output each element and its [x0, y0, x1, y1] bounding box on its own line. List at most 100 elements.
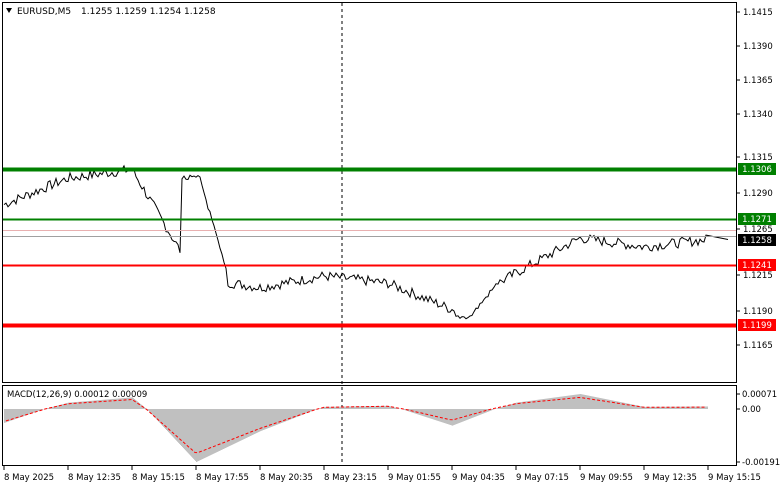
macd-bar	[286, 409, 287, 421]
time-tick-label: 9 May 12:35	[644, 473, 697, 483]
macd-bar	[329, 407, 330, 409]
macd-bar	[615, 401, 616, 409]
macd-bar	[464, 409, 465, 421]
macd-bar	[335, 407, 336, 409]
macd-bar	[608, 400, 609, 409]
macd-bar	[475, 409, 476, 417]
macd-bar	[430, 409, 431, 418]
macd-bar	[152, 409, 153, 415]
macd-bar	[516, 403, 517, 409]
macd-bar	[574, 395, 575, 409]
macd-bar	[132, 397, 133, 409]
macd-bar	[235, 409, 236, 443]
macd-bar	[584, 395, 585, 409]
macd-bar	[568, 396, 569, 409]
macd-bar	[277, 409, 278, 425]
macd-bar	[87, 401, 88, 409]
macd-bar	[565, 396, 566, 409]
macd-tick-bottom: -0.00191	[742, 458, 780, 468]
macd-tick-top: 0.00071	[742, 390, 777, 400]
macd-bar	[545, 399, 546, 409]
macd-bar	[432, 409, 433, 419]
macd-bar	[244, 409, 245, 439]
macd-bar	[606, 399, 607, 409]
macd-bar	[675, 407, 676, 409]
macd-bar	[221, 409, 222, 450]
macd-bar	[434, 409, 435, 420]
macd-bar	[555, 397, 556, 409]
macd-bar	[563, 396, 564, 409]
macd-bar	[499, 408, 500, 409]
macd-bar	[593, 397, 594, 409]
macd-bar	[453, 409, 454, 425]
macd-bar	[355, 406, 356, 409]
macd-bar	[33, 409, 34, 413]
macd-bar	[249, 409, 250, 436]
macd-bar	[207, 409, 208, 457]
macd-bar	[200, 409, 201, 460]
macd-bar	[551, 398, 552, 409]
macd-bar	[581, 394, 582, 409]
macd-bar	[225, 409, 226, 448]
macd-bar	[502, 407, 503, 409]
macd-bar	[482, 409, 483, 414]
macd-bar	[239, 409, 240, 441]
macd-bar	[476, 409, 477, 416]
macd-bar	[458, 409, 459, 423]
macd-bar	[156, 409, 157, 419]
macd-bar	[594, 397, 595, 409]
macd-bar	[212, 409, 213, 454]
macd-bar	[174, 409, 175, 439]
macd-bar	[334, 407, 335, 409]
macd-bar	[48, 408, 49, 409]
macd-bar	[442, 409, 443, 422]
price-tick-label: 1.1315	[743, 153, 773, 163]
macd-bar	[626, 403, 627, 409]
macd-bar	[102, 400, 103, 409]
macd-bar	[567, 396, 568, 409]
macd-bar	[340, 407, 341, 409]
macd-bar	[511, 404, 512, 409]
macd-bar	[447, 409, 448, 424]
price-tick-label: 1.1415	[743, 8, 773, 18]
macd-bar	[167, 409, 168, 431]
macd-bar	[477, 409, 478, 416]
macd-bar	[306, 409, 307, 413]
macd-bar	[575, 395, 576, 409]
macd-bar	[178, 409, 179, 443]
macd-bar	[625, 403, 626, 409]
macd-bar	[456, 409, 457, 424]
macd-bar	[550, 398, 551, 409]
current-price-label: 1.1258	[742, 236, 772, 246]
macd-bar	[305, 409, 306, 414]
macd-bar	[117, 399, 118, 409]
level-label-1241: 1.1241	[742, 261, 772, 271]
macd-bar	[258, 409, 259, 432]
macd-bar	[141, 405, 142, 409]
time-tick-label: 8 May 20:35	[260, 473, 313, 483]
macd-bar	[418, 409, 419, 415]
macd-bar	[92, 401, 93, 409]
macd-bar	[465, 409, 466, 421]
macd-bar	[330, 407, 331, 409]
macd-bar	[614, 401, 615, 409]
macd-bar	[586, 395, 587, 409]
macd-bar	[189, 409, 190, 455]
ohlc-values: 1.1255 1.1259 1.1254 1.1258	[81, 7, 216, 17]
macd-bar	[282, 409, 283, 423]
macd-bar	[573, 395, 574, 409]
macd-bar	[569, 395, 570, 409]
macd-bar	[384, 406, 385, 409]
macd-bar	[603, 399, 604, 409]
macd-bar	[507, 405, 508, 409]
macd-bar	[665, 407, 666, 409]
macd-bar	[448, 409, 449, 424]
macd-bar	[553, 398, 554, 409]
macd-bar	[140, 404, 141, 409]
macd-bar	[598, 398, 599, 409]
macd-bar	[77, 402, 78, 409]
macd-bar	[590, 396, 591, 409]
macd-bar	[582, 394, 583, 409]
macd-bar	[182, 409, 183, 447]
